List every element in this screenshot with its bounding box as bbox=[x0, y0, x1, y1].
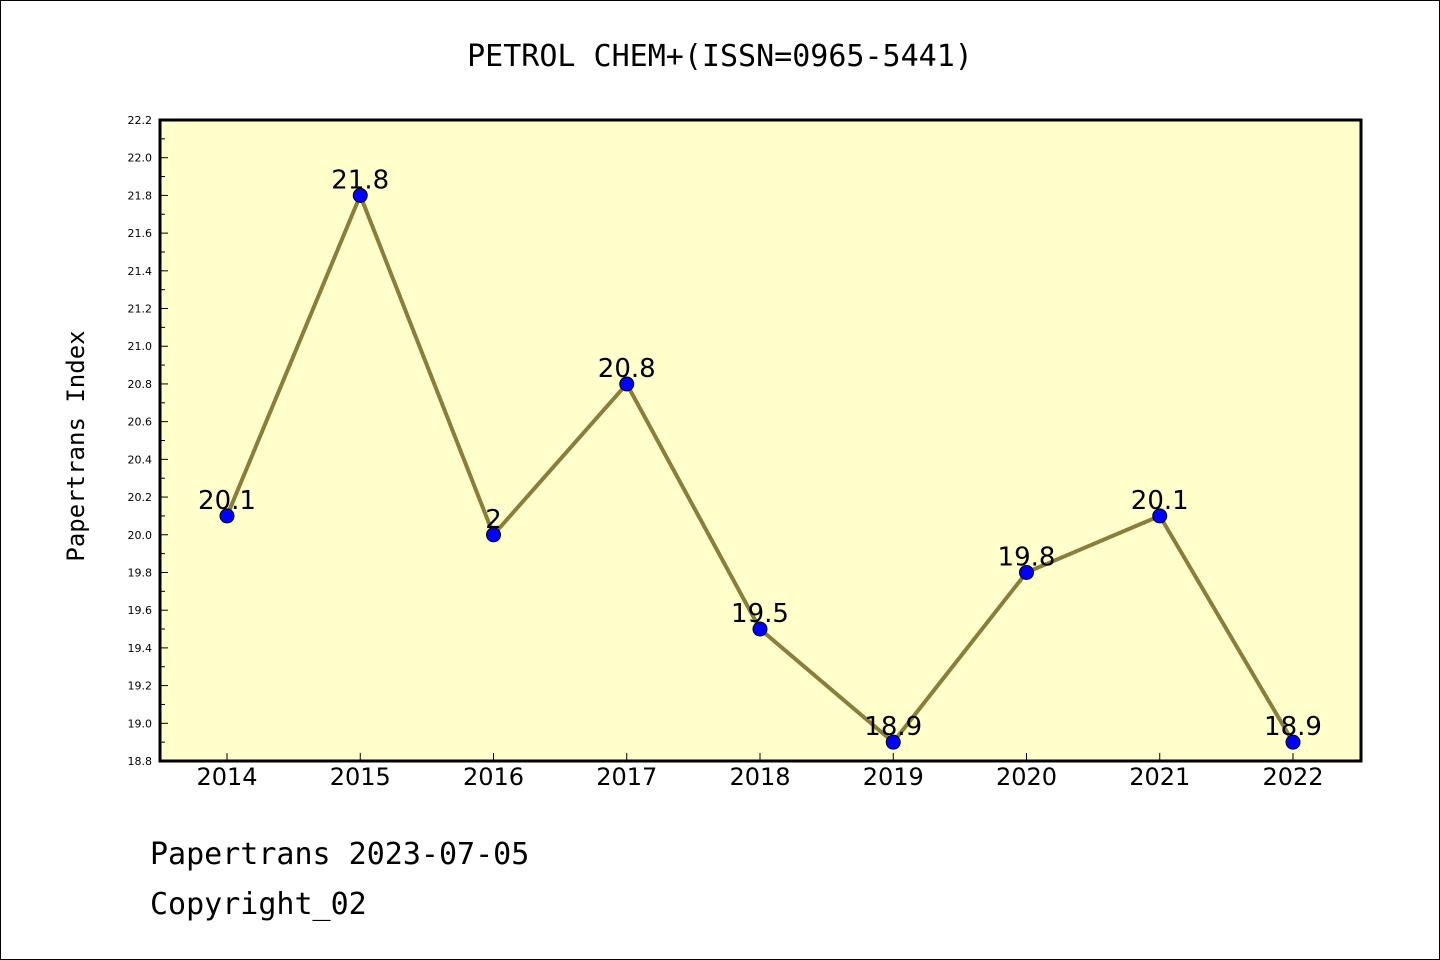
data-label: 19.8 bbox=[998, 542, 1056, 572]
x-axis: 2014 2015 2016 2017 2018 2019 2020 2021 2022 bbox=[196, 753, 1324, 791]
y-tick-label: 21.4 bbox=[128, 265, 153, 278]
data-point bbox=[885, 734, 901, 750]
y-axis: 18.8 19.0 19.2 19.4 19.6 19.8 20.0 20.2 20.4 20.6… bbox=[128, 114, 168, 768]
y-tick-label: 19.6 bbox=[128, 604, 153, 617]
y-tick-label: 19.2 bbox=[128, 680, 153, 693]
y-tick-label: 20.4 bbox=[128, 453, 153, 466]
y-axis-label: Papertrans Index bbox=[62, 330, 90, 561]
data-point bbox=[1019, 564, 1034, 580]
y-tick-label: 20.8 bbox=[128, 378, 153, 391]
y-tick-label: 21.0 bbox=[128, 340, 153, 353]
data-label: 19.5 bbox=[731, 599, 789, 629]
data-point bbox=[752, 621, 768, 637]
y-tick-label: 19.8 bbox=[128, 566, 153, 579]
data-label: 20.8 bbox=[598, 354, 656, 384]
x-tick-label: 2014 bbox=[196, 763, 257, 791]
y-tick-label: 22.2 bbox=[128, 114, 153, 127]
y-tick-label: 18.8 bbox=[128, 755, 153, 768]
chart-title: PETROL CHEM+(ISSN=0965-5441) bbox=[467, 39, 973, 74]
data-point bbox=[1285, 734, 1301, 750]
x-tick-label: 2016 bbox=[463, 763, 524, 791]
footer-date: Papertrans 2023-07-05 bbox=[150, 837, 529, 872]
data-label: 20.1 bbox=[198, 486, 256, 516]
x-tick-label: 2018 bbox=[729, 763, 790, 791]
data-label: 18.9 bbox=[864, 712, 922, 742]
y-tick-label: 21.2 bbox=[128, 303, 153, 316]
data-label: 2 bbox=[485, 505, 502, 535]
y-tick-label: 20.0 bbox=[128, 529, 153, 542]
data-label: 18.9 bbox=[1264, 712, 1322, 742]
plot-area bbox=[158, 118, 1363, 763]
y-tick-label: 22.0 bbox=[128, 152, 153, 165]
data-point bbox=[486, 527, 501, 543]
footer-copyright: Copyright_02 bbox=[150, 887, 367, 922]
data-label: 20.1 bbox=[1131, 486, 1189, 516]
data-labels: 20.1 21.8 2 20.8 19.5 18.9 19.8 20.1 18.9 bbox=[198, 165, 1322, 742]
y-tick-label: 21.8 bbox=[128, 189, 153, 202]
y-tick-label: 21.6 bbox=[128, 227, 153, 240]
data-point bbox=[219, 508, 235, 524]
y-tick-label: 20.6 bbox=[128, 416, 153, 429]
x-tick-label: 2019 bbox=[863, 763, 924, 791]
data-point bbox=[352, 187, 368, 203]
data-point bbox=[619, 376, 635, 392]
x-tick-label: 2020 bbox=[996, 763, 1057, 791]
y-tick-label: 19.0 bbox=[128, 717, 153, 730]
data-point bbox=[1152, 508, 1168, 524]
x-tick-label: 2015 bbox=[330, 763, 391, 791]
x-tick-label: 2021 bbox=[1129, 763, 1190, 791]
data-label: 21.8 bbox=[331, 165, 389, 195]
y-tick-label: 20.2 bbox=[128, 491, 153, 504]
x-tick-label: 2017 bbox=[596, 763, 657, 791]
data-points bbox=[219, 187, 1301, 750]
y-tick-label: 19.4 bbox=[128, 642, 153, 655]
x-tick-label: 2022 bbox=[1262, 763, 1323, 791]
